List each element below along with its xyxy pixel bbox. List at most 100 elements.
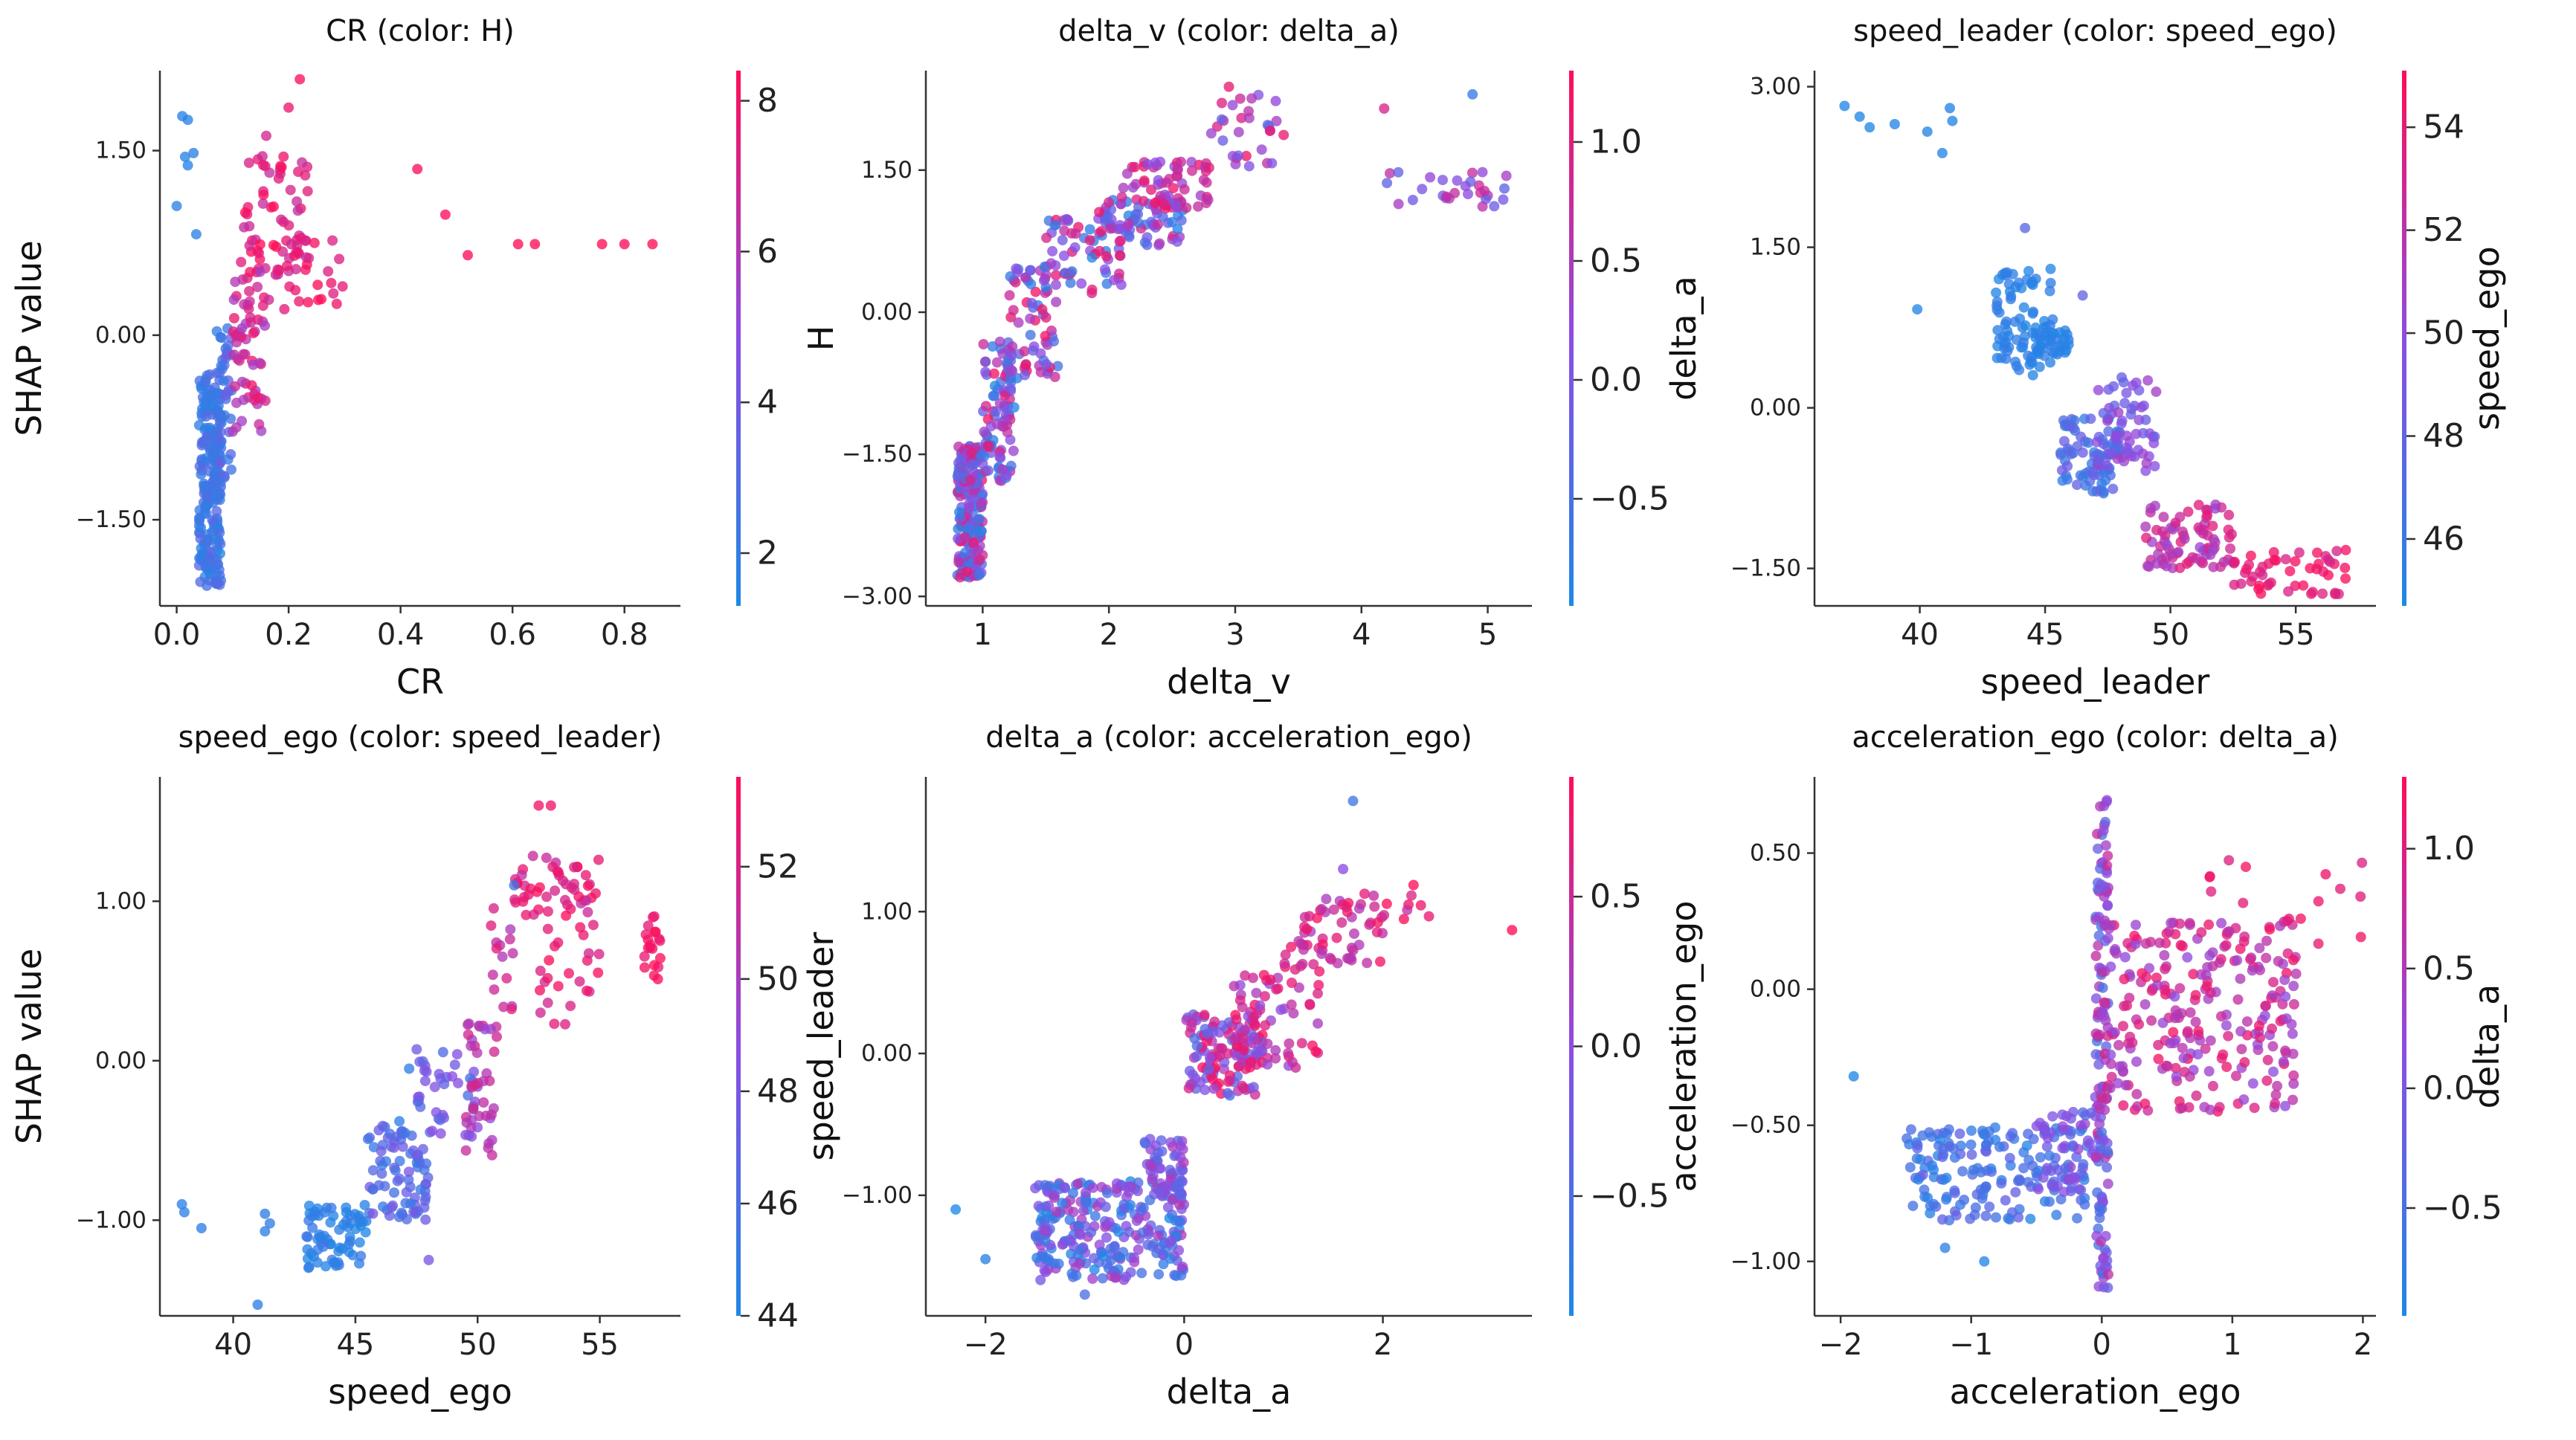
scatter-point	[1100, 1201, 1111, 1213]
scatter-point	[2141, 972, 2152, 983]
scatter-point	[276, 214, 287, 225]
scatter-point	[1172, 224, 1183, 234]
scatter-point-outlier	[619, 239, 630, 250]
scatter-point	[2154, 937, 2166, 949]
scatter-point-outlier	[1848, 1071, 1859, 1082]
chart-panel-4: 1.00 0.00 −1.00 40 45 50 55 speed_ego (color: s…	[9, 720, 841, 1412]
scatter-point-outlier	[512, 239, 524, 250]
scatter-point	[419, 1202, 430, 1213]
scatter-point	[2313, 938, 2324, 949]
scatter-points	[1839, 100, 2351, 600]
scatter-point	[347, 1250, 358, 1261]
scatter-point	[2130, 938, 2141, 949]
scatter-point	[976, 497, 987, 508]
y-axis-label: SHAP value	[9, 949, 49, 1144]
scatter-point-outlier	[1338, 864, 1349, 874]
scatter-point	[2099, 891, 2110, 903]
scatter-point	[405, 1198, 416, 1209]
scatter-point	[994, 336, 1005, 347]
scatter-point	[1030, 286, 1041, 297]
scatter-point	[966, 448, 977, 459]
colorbar-tick-label: 1.0	[2423, 830, 2475, 868]
scatter-point	[393, 1212, 405, 1222]
scatter-point	[542, 923, 553, 934]
scatter-point	[417, 1056, 428, 1067]
scatter-point	[2320, 869, 2331, 879]
scatter-point	[962, 566, 972, 578]
scatter-point	[565, 1001, 576, 1012]
y-tick-label: −0.50	[1730, 1112, 1801, 1139]
scatter-point	[1142, 158, 1153, 169]
scatter-point	[2078, 1159, 2089, 1170]
scatter-point	[2288, 981, 2299, 992]
scatter-point	[2096, 879, 2107, 890]
scatter-point-outlier	[1979, 1256, 1990, 1267]
scatter-point	[2290, 581, 2301, 591]
scatter-point-outlier	[1889, 119, 1900, 129]
scatter-points	[176, 800, 666, 1310]
scatter-point	[1925, 1207, 1936, 1218]
colorbar-tick-label: 46	[2423, 520, 2464, 558]
scatter-point	[2057, 1121, 2068, 1132]
scatter-point	[1986, 1163, 1997, 1174]
scatter-point	[202, 491, 213, 502]
scatter-point	[2151, 972, 2162, 984]
scatter-point	[2278, 1056, 2289, 1068]
scatter-point	[2235, 973, 2246, 984]
scatter-point	[463, 1018, 474, 1029]
scatter-point	[1179, 184, 1190, 195]
scatter-point	[1209, 1016, 1220, 1027]
scatter-point	[2193, 522, 2204, 533]
scatter-point	[498, 1001, 509, 1013]
x-tick-label: 4	[1352, 618, 1371, 652]
scatter-point	[2293, 547, 2305, 558]
scatter-point-outlier	[2020, 222, 2031, 233]
scatter-point	[2200, 1043, 2211, 1054]
scatter-point	[2208, 1080, 2218, 1091]
scatter-point	[550, 885, 561, 897]
scatter-point	[2000, 1195, 2011, 1206]
scatter-point	[1080, 1197, 1091, 1208]
scatter-point	[2100, 475, 2111, 486]
scatter-point	[1393, 198, 1404, 210]
scatter-point	[2092, 1187, 2103, 1198]
scatter-point	[2131, 1056, 2142, 1068]
scatter-point	[2160, 530, 2171, 541]
scatter-point	[2313, 896, 2324, 907]
scatter-point	[2118, 1100, 2129, 1111]
scatter-point	[449, 1059, 460, 1071]
colorbar-tick-label: 46	[757, 1184, 799, 1222]
colorbar-tick-label: 48	[757, 1072, 799, 1110]
scatter-point	[1463, 189, 1473, 199]
scatter-point	[2280, 991, 2291, 1002]
scatter-point	[257, 198, 268, 209]
scatter-point	[1171, 1271, 1182, 1282]
scatter-point	[1161, 177, 1172, 188]
scatter-point	[1114, 250, 1125, 261]
scatter-point-outlier	[260, 1226, 271, 1237]
scatter-point	[292, 196, 303, 207]
scatter-point	[2030, 322, 2041, 333]
colorbar: 1.0 0.5 0.0 −0.5 delta_a	[2402, 777, 2507, 1316]
scatter-point	[2083, 437, 2094, 448]
scatter-point	[207, 452, 218, 463]
scatter-point	[201, 508, 212, 519]
scatter-point	[2055, 449, 2067, 460]
scatter-point	[1105, 223, 1116, 234]
scatter-point	[1162, 1181, 1173, 1192]
scatter-point	[329, 1257, 339, 1268]
scatter-point	[303, 253, 315, 264]
scatter-point	[1125, 1200, 1136, 1211]
scatter-point	[2087, 485, 2099, 497]
scatter-point	[1293, 936, 1304, 946]
scatter-point	[2141, 532, 2152, 543]
scatter-point	[1237, 1001, 1248, 1013]
scatter-point	[1905, 1124, 1916, 1135]
colorbar-label: speed_leader	[801, 932, 841, 1161]
y-tick-label: −1.50	[76, 506, 146, 533]
scatter-point	[2160, 963, 2171, 975]
scatter-point	[953, 441, 965, 452]
scatter-point	[1020, 359, 1031, 370]
scatter-point	[2134, 385, 2145, 396]
scatter-point	[2184, 1071, 2195, 1082]
